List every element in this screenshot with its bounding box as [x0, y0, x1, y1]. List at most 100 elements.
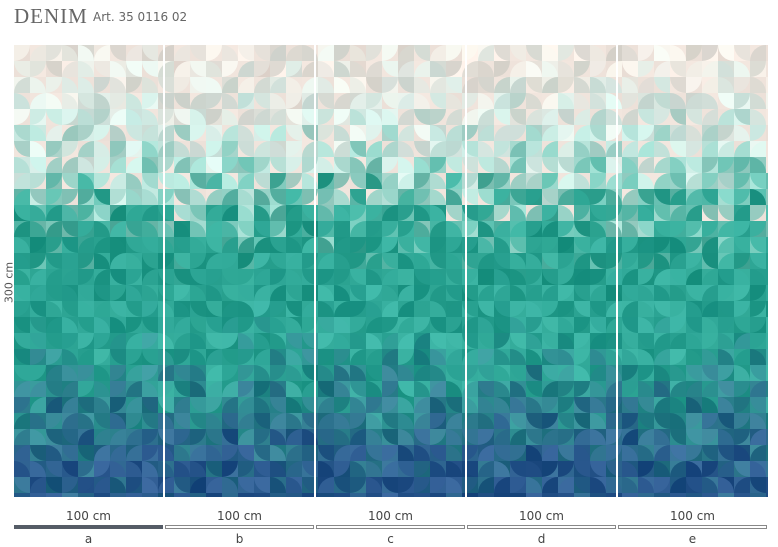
quarter-circle [254, 221, 270, 237]
quarter-circle [638, 189, 654, 205]
quarter-circle [734, 237, 750, 253]
quarter-circle [350, 477, 366, 493]
tile [766, 365, 768, 381]
quarter-circle [254, 253, 270, 269]
quarter-circle [286, 45, 302, 61]
quarter-circle [158, 157, 174, 173]
quarter-circle [286, 269, 302, 285]
quarter-circle [702, 333, 718, 349]
quarter-circle [46, 205, 62, 221]
quarter-circle [62, 77, 78, 93]
quarter-circle [206, 45, 222, 61]
quarter-circle [270, 157, 286, 173]
quarter-circle [622, 413, 638, 429]
quarter-circle [382, 397, 398, 413]
quarter-circle [686, 221, 702, 237]
quarter-circle [126, 205, 142, 221]
quarter-circle [190, 317, 206, 333]
quarter-circle [126, 157, 142, 173]
quarter-circle [510, 317, 526, 333]
quarter-circle [78, 141, 94, 157]
quarter-circle [750, 109, 766, 125]
quarter-circle [30, 429, 46, 445]
quarter-circle [526, 429, 542, 445]
quarter-circle [14, 45, 30, 61]
quarter-circle [14, 461, 30, 477]
quarter-circle [206, 189, 222, 205]
quarter-circle [542, 221, 558, 237]
quarter-circle [542, 461, 558, 477]
quarter-circle [206, 93, 222, 109]
quarter-circle [334, 205, 350, 221]
quarter-circle [734, 157, 750, 173]
quarter-circle [494, 93, 510, 109]
quarter-circle [718, 477, 734, 493]
quarter-circle [478, 45, 494, 61]
quarter-circle [174, 221, 190, 237]
quarter-circle [222, 109, 238, 125]
quarter-circle [558, 429, 574, 445]
tile [766, 141, 768, 157]
quarter-circle [574, 221, 590, 237]
quarter-circle [94, 221, 110, 237]
quarter-circle [574, 269, 590, 285]
quarter-circle [286, 173, 302, 189]
quarter-circle [638, 237, 654, 253]
quarter-circle [558, 237, 574, 253]
quarter-circle [222, 285, 238, 301]
quarter-circle [334, 61, 350, 77]
quarter-circle [334, 141, 350, 157]
quarter-circle [142, 445, 158, 461]
quarter-circle [718, 205, 734, 221]
quarter-circle [126, 333, 142, 349]
quarter-circle [734, 221, 750, 237]
quarter-circle [78, 397, 94, 413]
quarter-circle [206, 477, 222, 493]
quarter-circle [510, 445, 526, 461]
quarter-circle [254, 381, 270, 397]
quarter-circle [174, 317, 190, 333]
tile [206, 493, 222, 497]
quarter-circle [622, 397, 638, 413]
quarter-circle [638, 173, 654, 189]
quarter-circle [270, 413, 286, 429]
quarter-circle [414, 173, 430, 189]
panel-width: 100 cm [518, 509, 564, 523]
tile [766, 109, 768, 125]
quarter-circle [190, 93, 206, 109]
quarter-circle [398, 333, 414, 349]
quarter-circle [558, 381, 574, 397]
quarter-circle [126, 173, 142, 189]
quarter-circle [206, 413, 222, 429]
quarter-circle [62, 253, 78, 269]
quarter-circle [366, 461, 382, 477]
quarter-circle [222, 269, 238, 285]
quarter-circle [494, 445, 510, 461]
quarter-circle [382, 381, 398, 397]
quarter-circle [366, 141, 382, 157]
quarter-circle [126, 413, 142, 429]
quarter-circle [574, 157, 590, 173]
quarter-circle [190, 109, 206, 125]
quarter-circle [62, 365, 78, 381]
quarter-circle [14, 125, 30, 141]
quarter-circle [110, 157, 126, 173]
quarter-circle [126, 445, 142, 461]
quarter-circle [78, 349, 94, 365]
quarter-circle [126, 285, 142, 301]
quarter-circle [206, 461, 222, 477]
quarter-circle [398, 189, 414, 205]
quarter-circle [622, 301, 638, 317]
quarter-circle [478, 413, 494, 429]
quarter-circle [30, 141, 46, 157]
quarter-circle [430, 253, 446, 269]
quarter-circle [158, 253, 174, 269]
quarter-circle [542, 429, 558, 445]
quarter-circle [446, 429, 462, 445]
quarter-circle [558, 477, 574, 493]
quarter-circle [350, 445, 366, 461]
quarter-circle [478, 301, 494, 317]
quarter-circle [526, 381, 542, 397]
quarter-circle [574, 285, 590, 301]
quarter-circle [382, 221, 398, 237]
